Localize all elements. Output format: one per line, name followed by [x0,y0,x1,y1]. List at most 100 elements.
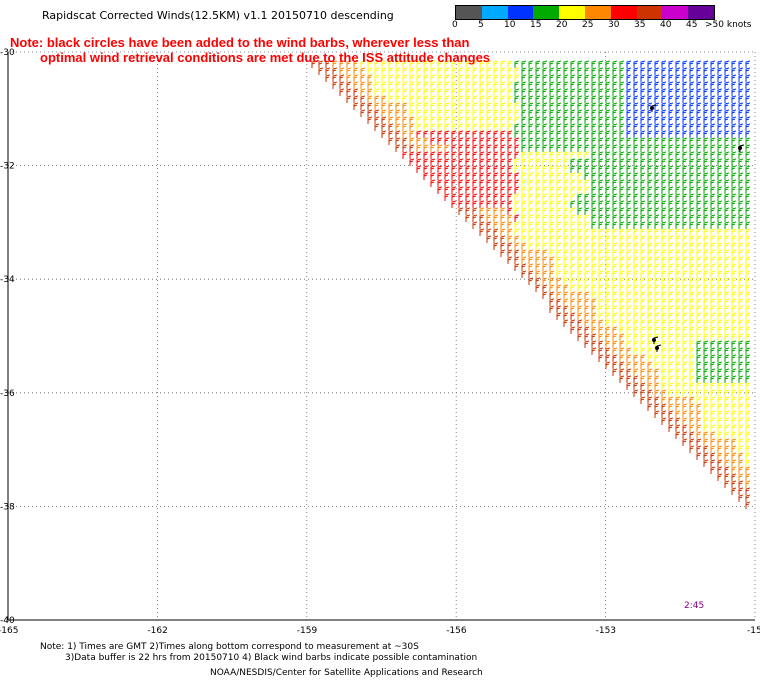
wind-barb [626,102,632,110]
wind-barb [640,137,646,145]
wind-barb [584,109,590,117]
wind-barb [647,270,653,278]
wind-barb [556,291,562,299]
wind-barb [724,249,730,257]
wind-barb [542,165,548,173]
wind-barb [521,116,527,124]
wind-barb [570,102,576,110]
wind-barb [500,158,506,166]
wind-barb [605,130,611,138]
colorbar-segment [662,6,689,19]
wind-barb [724,284,730,292]
wind-barb [542,270,548,278]
wind-barb [724,256,730,264]
wind-barb [640,319,646,327]
wind-barb [514,165,520,173]
wind-barb [619,228,625,236]
wind-barb [577,270,583,278]
wind-barb [556,200,562,208]
wind-barb [717,172,723,180]
wind-barb [619,165,625,173]
wind-barb [654,214,660,222]
wind-barb [584,179,590,187]
wind-barb [353,102,359,110]
wind-barb [703,214,709,222]
wind-barb [444,88,450,96]
wind-barb [661,256,667,264]
wind-barb [738,137,744,145]
wind-barb [528,270,534,278]
wind-barb [731,382,737,390]
wind-barb [381,130,387,138]
wind-barb [717,88,723,96]
wind-barb [738,466,744,474]
wind-barb [465,207,471,215]
wind-barb [598,249,604,257]
wind-barb [472,179,478,187]
wind-barb [556,249,562,257]
wind-barb [724,347,730,355]
wind-barb [507,67,513,75]
wind-barb [703,144,709,152]
wind-barb [696,389,702,397]
wind-barb [458,88,464,96]
wind-barb [738,81,744,89]
wind-barb [549,200,555,208]
wind-barb [605,207,611,215]
wind-barb [500,193,506,201]
wind-barb [374,116,380,124]
wind-barb [689,354,695,362]
wind-barb [703,207,709,215]
wind-barb [500,123,506,131]
wind-barb [577,123,583,131]
wind-barb [661,403,667,411]
wind-barb [472,165,478,173]
wind-barb [633,158,639,166]
wind-barb [556,109,562,117]
wind-barb [731,165,737,173]
wind-barb [675,81,681,89]
wind-barb [717,256,723,264]
wind-barb [591,340,597,348]
wind-barb [738,179,744,187]
wind-barb [563,172,569,180]
wind-barb [486,144,492,152]
wind-barb [654,144,660,152]
wind-barb [745,116,751,124]
wind-barb [493,200,499,208]
wind-barb [696,263,702,271]
wind-barb [731,368,737,376]
wind-barb [710,116,716,124]
wind-barb [535,249,541,257]
wind-barb [605,137,611,145]
wind-barb [626,88,632,96]
map-title: Rapidscat Corrected Winds(12.5KM) v1.1 2… [42,9,394,22]
wind-barb [668,74,674,82]
wind-barb [500,60,506,68]
wind-barb [731,305,737,313]
wind-barb [584,193,590,201]
wind-barb [542,60,548,68]
wind-barb [724,130,730,138]
wind-barb [745,312,751,320]
wind-barb [668,403,674,411]
wind-barb [654,305,660,313]
wind-barb [402,88,408,96]
wind-barb [661,60,667,68]
wind-barb [521,60,527,68]
wind-barb [738,291,744,299]
wind-barb [703,340,709,348]
wind-barb [542,137,548,145]
wind-barb [423,109,429,117]
wind-barb [745,494,751,502]
wind-barb [542,151,548,159]
wind-barb [388,123,394,131]
footnote-line-2: 3)Data buffer is 22 hrs from 20150710 4)… [65,653,478,663]
wind-barb [521,102,527,110]
wind-barb [738,130,744,138]
wind-barb [577,74,583,82]
wind-barb [661,221,667,229]
wind-barb [745,487,751,495]
wind-barb [640,312,646,320]
wind-barb [535,263,541,271]
